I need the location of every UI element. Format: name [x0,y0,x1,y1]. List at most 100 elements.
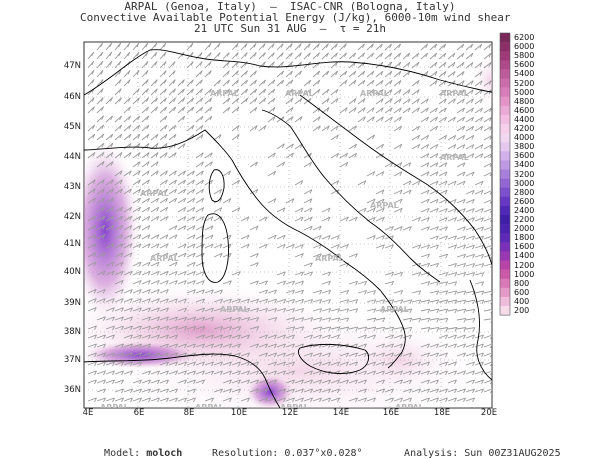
wind-barb-feather [191,97,195,103]
lat-label: 41N [63,239,81,249]
wind-barb-feather [130,343,133,349]
wind-barb [420,162,430,168]
wind-barb [357,370,367,375]
wind-barb-feather [382,352,385,358]
wind-barb-feather [326,98,330,103]
wind-barb [105,352,115,357]
wind-barb-feather [443,71,447,76]
wind-barb-feather [362,52,366,58]
wind-barb-feather [426,135,430,140]
wind-barb [384,271,394,276]
wind-barb-feather [283,343,286,349]
wind-barb [267,317,277,321]
wind-barb [87,151,96,159]
colorbar-swatch [500,178,510,188]
wind-barb-feather [435,171,439,177]
wind-barb [465,299,475,303]
wind-barb [438,361,448,366]
wind-barb-feather [138,307,142,313]
wind-barb-feather [236,134,240,139]
wind-barb [357,107,366,114]
lon-label: 6E [133,408,145,418]
wind-barb-feather [253,52,257,57]
wind-barb [375,379,385,384]
wind-barb-feather [280,43,284,48]
wind-barb-feather [400,397,403,403]
wind-barb [159,79,167,87]
wind-barb [312,379,322,384]
wind-barb [366,397,376,402]
wind-barb-feather [120,206,124,212]
wind-barb [114,261,124,267]
wind-barb-feather [444,153,448,158]
wind-barb-feather [382,343,385,349]
wind-barb-feather [335,134,339,140]
wind-barb-feather [218,79,221,85]
wind-barb [105,142,114,150]
wind-barb [456,171,466,177]
wind-barb [105,197,114,204]
wind-barb [429,262,439,267]
wind-barb [222,79,230,87]
wind-barb [393,299,403,303]
wind-barb [195,161,204,168]
wind-barb-feather [156,252,160,258]
wind-barb [438,217,448,222]
wind-barb-feather [434,43,438,49]
wind-barb [294,52,302,60]
wind-barb-feather [211,343,214,349]
wind-barb [384,244,394,249]
wind-barb [213,370,223,375]
wind-barb-feather [156,289,160,294]
wind-barb [366,134,375,141]
wind-barb [87,352,97,357]
wind-barb-feather [353,79,357,85]
wind-barb [195,207,205,213]
wind-barb [429,198,439,204]
wind-barb [258,79,266,87]
wind-barb [150,397,160,402]
wind-barb-feather [463,235,466,241]
wind-barb [150,270,160,276]
wind-barb [456,144,466,150]
wind-barb [195,252,205,258]
wind-barb-feather [382,317,386,323]
wind-barb-feather [407,71,411,76]
wind-barb [276,234,286,240]
wind-barb-feather [283,280,286,286]
wind-barb-feather [282,161,286,167]
wind-barb [456,61,465,69]
wind-barb-feather [454,388,457,394]
wind-barb [168,361,178,366]
wind-barb-feather [327,235,331,240]
wind-barb-feather [208,43,212,48]
wind-barb-feather [236,88,240,94]
wind-barb [159,124,168,132]
wind-barb-feather [409,397,412,403]
wind-barb-feather [346,352,349,358]
wind-barb-feather [409,317,413,323]
wind-barb-feather [184,361,187,367]
wind-barb-feather [274,343,277,349]
wind-barb [312,317,322,321]
wind-barb-feather [427,308,431,314]
wind-barb [177,207,186,213]
wind-barb [384,116,393,123]
wind-barb [231,388,241,393]
lon-label: 12E [281,408,299,418]
wind-barb [231,370,241,375]
lon-label: 18E [433,408,451,418]
wind-barb [141,124,150,132]
wind-barb-feather [470,52,474,58]
wind-barb [276,334,286,339]
wind-barb [240,97,249,105]
wind-barb [393,308,403,312]
wind-barb-feather [301,308,305,313]
wind-barb [303,379,313,384]
wind-barb-feather [226,70,230,75]
wind-barb [186,270,196,276]
wind-barb [393,98,402,105]
wind-barb-feather [156,271,160,276]
wind-barb [186,179,195,186]
wind-barb [447,334,457,339]
